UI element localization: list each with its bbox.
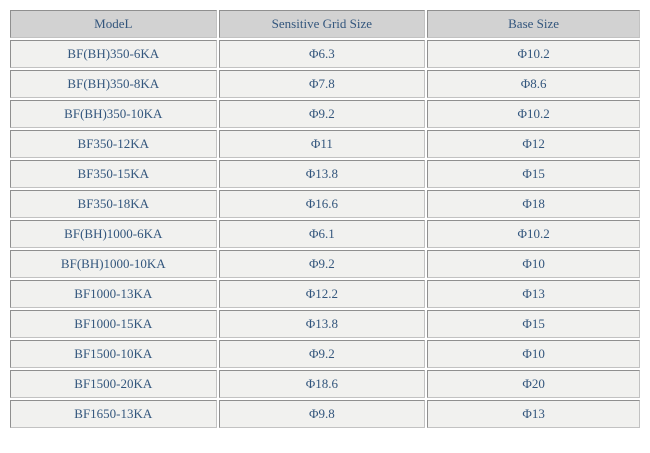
table-row: BF350-12KA Φ11 Φ12 xyxy=(10,130,640,158)
cell-model: BF350-12KA xyxy=(10,130,217,158)
table-row: BF350-18KA Φ16.6 Φ18 xyxy=(10,190,640,218)
cell-sensitive-grid-size: Φ13.8 xyxy=(218,160,426,188)
table-row: BF1500-20KA Φ18.6 Φ20 xyxy=(10,370,640,398)
cell-model: BF(BH)1000-6KA xyxy=(10,220,217,248)
cell-model: BF(BH)1000-10KA xyxy=(10,250,217,278)
cell-base-size: Φ10.2 xyxy=(427,40,640,68)
table-row: BF1650-13KA Φ9.8 Φ13 xyxy=(10,400,640,428)
cell-base-size: Φ12 xyxy=(427,130,640,158)
cell-sensitive-grid-size: Φ9.8 xyxy=(218,400,426,428)
table-row: BF(BH)350-8KA Φ7.8 Φ8.6 xyxy=(10,70,640,98)
cell-sensitive-grid-size: Φ7.8 xyxy=(218,70,426,98)
cell-base-size: Φ10 xyxy=(427,340,640,368)
table-row: BF350-15KA Φ13.8 Φ15 xyxy=(10,160,640,188)
cell-model: BF350-15KA xyxy=(10,160,217,188)
cell-sensitive-grid-size: Φ12.2 xyxy=(218,280,426,308)
cell-model: BF1650-13KA xyxy=(10,400,217,428)
cell-sensitive-grid-size: Φ6.3 xyxy=(218,40,426,68)
cell-sensitive-grid-size: Φ9.2 xyxy=(218,340,426,368)
cell-base-size: Φ18 xyxy=(427,190,640,218)
cell-model: BF1500-20KA xyxy=(10,370,217,398)
table-row: BF1000-13KA Φ12.2 Φ13 xyxy=(10,280,640,308)
cell-model: BF1500-10KA xyxy=(10,340,217,368)
table-body: BF(BH)350-6KA Φ6.3 Φ10.2 BF(BH)350-8KA Φ7.8 Φ… xyxy=(10,40,640,428)
cell-model: BF1000-13KA xyxy=(10,280,217,308)
cell-base-size: Φ10.2 xyxy=(427,100,640,128)
cell-model: BF350-18KA xyxy=(10,190,217,218)
cell-sensitive-grid-size: Φ6.1 xyxy=(218,220,426,248)
cell-base-size: Φ10 xyxy=(427,250,640,278)
table-row: BF(BH)350-6KA Φ6.3 Φ10.2 xyxy=(10,40,640,68)
col-header-base-size: Base Size xyxy=(427,10,640,38)
cell-sensitive-grid-size: Φ18.6 xyxy=(218,370,426,398)
cell-base-size: Φ13 xyxy=(427,280,640,308)
cell-base-size: Φ15 xyxy=(427,160,640,188)
cell-base-size: Φ20 xyxy=(427,370,640,398)
cell-sensitive-grid-size: Φ16.6 xyxy=(218,190,426,218)
cell-base-size: Φ15 xyxy=(427,310,640,338)
table-row: BF1000-15KA Φ13.8 Φ15 xyxy=(10,310,640,338)
table-row: BF1500-10KA Φ9.2 Φ10 xyxy=(10,340,640,368)
cell-model: BF(BH)350-8KA xyxy=(10,70,217,98)
col-header-sensitive-grid-size: Sensitive Grid Size xyxy=(218,10,426,38)
table-row: BF(BH)350-10KA Φ9.2 Φ10.2 xyxy=(10,100,640,128)
cell-base-size: Φ8.6 xyxy=(427,70,640,98)
cell-model: BF(BH)350-10KA xyxy=(10,100,217,128)
cell-model: BF(BH)350-6KA xyxy=(10,40,217,68)
cell-sensitive-grid-size: Φ9.2 xyxy=(218,100,426,128)
cell-sensitive-grid-size: Φ11 xyxy=(218,130,426,158)
cell-base-size: Φ10.2 xyxy=(427,220,640,248)
spec-table: ModeL Sensitive Grid Size Base Size BF(B… xyxy=(8,8,642,430)
table-row: BF(BH)1000-10KA Φ9.2 Φ10 xyxy=(10,250,640,278)
cell-base-size: Φ13 xyxy=(427,400,640,428)
table-row: BF(BH)1000-6KA Φ6.1 Φ10.2 xyxy=(10,220,640,248)
header-row: ModeL Sensitive Grid Size Base Size xyxy=(10,10,640,38)
cell-sensitive-grid-size: Φ9.2 xyxy=(218,250,426,278)
cell-sensitive-grid-size: Φ13.8 xyxy=(218,310,426,338)
col-header-model: ModeL xyxy=(10,10,217,38)
cell-model: BF1000-15KA xyxy=(10,310,217,338)
